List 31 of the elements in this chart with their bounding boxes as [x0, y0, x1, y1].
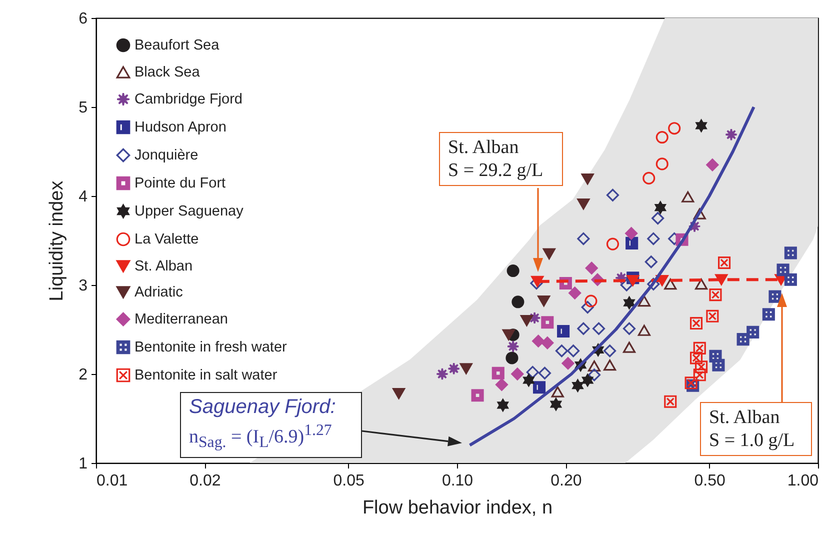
legend-label: Bentonite in salt water: [134, 367, 278, 384]
legend-label: Adriatic: [134, 284, 183, 300]
x-tick-label: 0.05: [333, 472, 364, 490]
annotation: St. Alban S = 29.2 g/L: [439, 132, 563, 186]
y-tick-label: 1: [78, 456, 88, 472]
legend-label: Beaufort Sea: [134, 37, 220, 54]
x-axis-title: Flow behavior index, n: [362, 498, 553, 518]
y-tick-label: 6: [78, 10, 88, 28]
x-tick-label: 0.01: [96, 472, 128, 490]
x-tick-label: 1.00: [787, 472, 819, 490]
y-tick-label: 5: [78, 100, 88, 116]
y-tick-label: 3: [78, 278, 88, 294]
legend-label: Upper Saguenay: [134, 203, 244, 220]
legend-label: Mediterranean: [134, 311, 228, 328]
legend-label: Hudson Apron: [134, 119, 226, 136]
legend-label: Cambridge Fjord: [134, 91, 242, 108]
y-tick-label: 4: [78, 188, 88, 206]
legend-label: St. Alban: [134, 258, 193, 274]
x-tick-label: 0.20: [550, 472, 582, 490]
annotation: St. Alban S = 1.0 g/L: [700, 402, 812, 456]
x-tick-label: 0.02: [190, 472, 221, 490]
legend-label: La Valette: [134, 231, 199, 248]
legend-label: Bentonite in fresh water: [134, 339, 288, 356]
x-tick-label: 0.50: [694, 472, 726, 490]
legend-label: Black Sea: [134, 64, 201, 80]
legend-label: Pointe du Fort: [134, 175, 226, 192]
annotation: Saguenay Fjord: n$_{Sag.}$ = (I$_{L}$/6.9)$^{1.27}$: [180, 392, 362, 458]
legend-label: Jonquière: [134, 147, 198, 164]
y-axis-title: Liquidity index: [46, 180, 68, 302]
y-tick-label: 2: [78, 366, 88, 384]
x-tick-label: 0.10: [442, 472, 474, 490]
